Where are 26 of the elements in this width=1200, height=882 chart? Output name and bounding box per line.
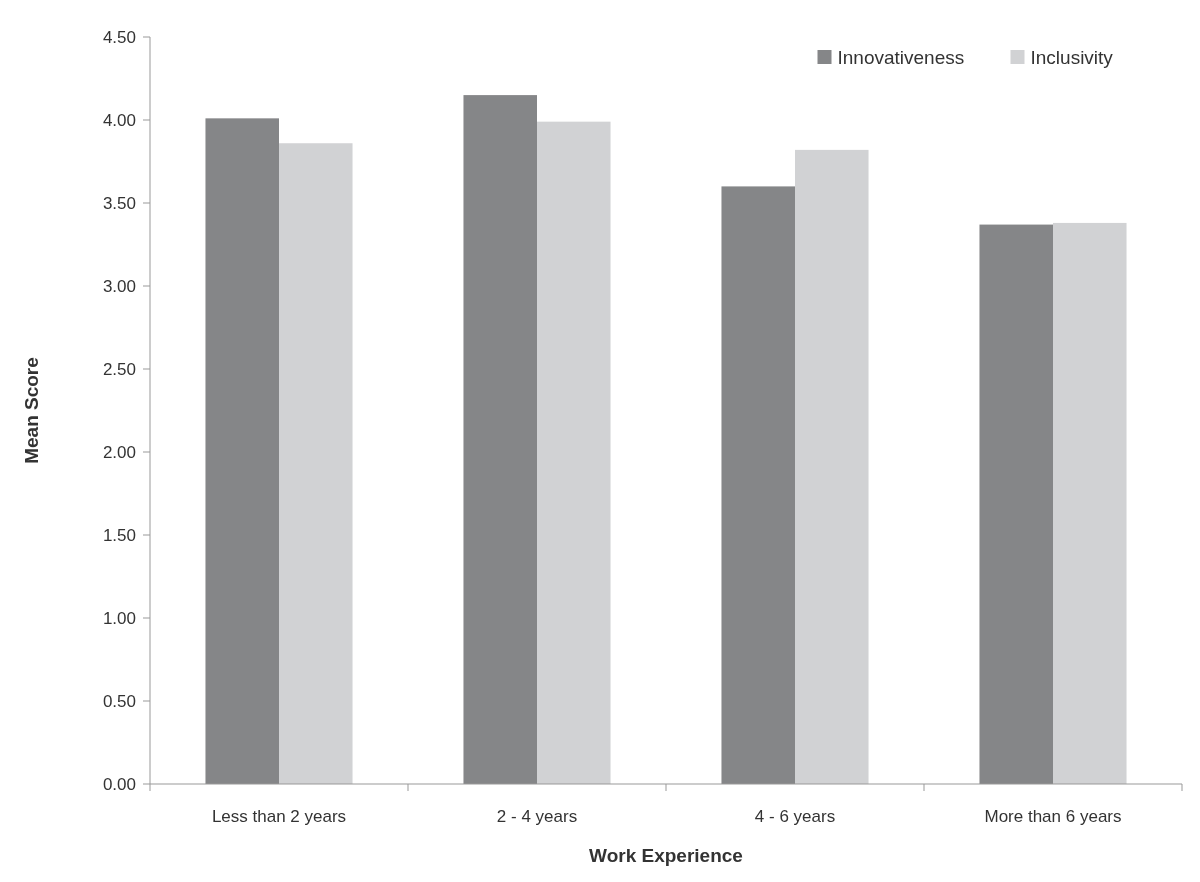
x-tick-label: More than 6 years [984,807,1122,826]
bar [1053,222,1127,784]
bar [463,95,537,784]
y-tick-label: 4.00 [102,110,136,130]
legend-label: Innovativeness [837,46,965,68]
bar [795,149,869,784]
y-tick-label: 0.50 [102,691,136,711]
y-axis-title: Mean Score [21,357,42,464]
y-tick-label: 2.50 [102,359,136,379]
x-tick-label: 4 - 6 years [754,807,836,826]
bar [537,121,611,784]
y-tick-label: 3.00 [102,276,136,296]
bar [205,118,279,784]
x-tick-label: Less than 2 years [211,807,347,826]
y-tick-label: 1.00 [102,608,136,628]
y-tick-label: 3.50 [102,193,136,213]
bar [721,186,795,784]
bar [279,143,353,784]
y-tick-label: 2.00 [102,442,136,462]
y-tick-label: 0.00 [102,774,136,794]
x-tick-label: 2 - 4 years [496,807,578,826]
x-axis-title: Work Experience [589,845,743,866]
y-tick-label: 4.50 [102,27,136,47]
y-tick-label: 1.50 [102,525,136,545]
legend-label: Inclusivity [1030,46,1114,68]
bar [979,224,1053,784]
